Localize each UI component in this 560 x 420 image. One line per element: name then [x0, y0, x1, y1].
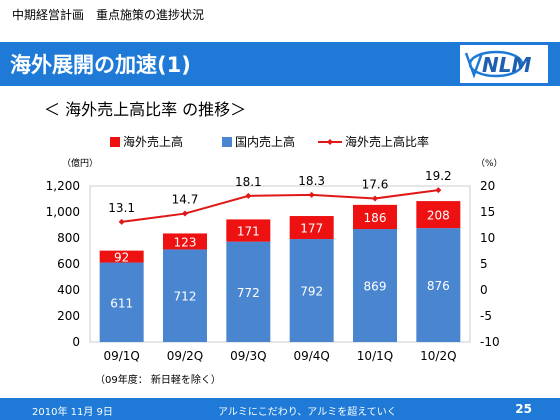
bar-overseas-value: 177 — [300, 222, 323, 236]
ratio-value-label: 18.3 — [298, 174, 325, 188]
bar-overseas — [226, 219, 271, 242]
y-left-tick-label: 0 — [72, 335, 80, 349]
ratio-value-label: 18.1 — [235, 175, 262, 189]
x-tick-label: 09/4Q — [293, 349, 329, 363]
legend-swatch — [110, 137, 120, 147]
y-left-unit: （億円） — [62, 157, 98, 169]
footer-date: 2010年 11月 9日 — [32, 407, 113, 418]
bar-domestic — [226, 241, 271, 342]
y-left-tick-label: 1,200 — [46, 179, 80, 193]
ratio-marker — [372, 195, 378, 202]
bar-domestic-value: 876 — [427, 279, 450, 293]
legend-swatch — [222, 137, 232, 147]
y-right-tick-label: 0 — [480, 283, 488, 297]
sales-chart: 海外売上高 国内売上高 海外売上高比率（億円） （%）02004006008001,0… — [46, 134, 503, 386]
footer: 2010年 11月 9日 アルミにこだわり、アルミを超えていく 25 — [0, 398, 560, 420]
section-title: ＜ 海外売上高比率 の推移＞ — [44, 100, 247, 119]
legend-label: 国内売上高 — [235, 134, 295, 149]
legend-marker-swatch — [327, 139, 333, 145]
y-right-tick-label: -5 — [480, 309, 492, 323]
bar-overseas — [163, 233, 207, 250]
bar-overseas — [99, 250, 144, 263]
logo-text: NLM — [482, 53, 531, 77]
bar-overseas — [289, 216, 334, 240]
ratio-marker — [182, 210, 188, 217]
ratio-value-label: 13.1 — [108, 201, 135, 215]
x-tick-label: 09/1Q — [103, 349, 139, 363]
bar-domestic-value: 772 — [237, 286, 260, 300]
x-tick-label: 09/3Q — [230, 349, 266, 363]
legend-label: 海外売上高 — [123, 134, 183, 149]
bar-overseas-value: 186 — [364, 211, 387, 225]
bar-overseas — [353, 204, 397, 230]
y-right-tick-label: -10 — [480, 335, 500, 349]
y-left-tick-label: 200 — [57, 309, 80, 323]
y-right-tick-label: 15 — [480, 205, 495, 219]
y-right-tick-label: 10 — [480, 231, 495, 245]
bar-domestic-value: 869 — [364, 280, 387, 294]
bar-domestic-value: 712 — [174, 290, 197, 304]
y-right-tick-label: 20 — [480, 179, 495, 193]
ratio-value-label: 17.6 — [362, 177, 389, 191]
title-banner: 海外展開の加速(1) NLM — [0, 42, 560, 86]
bar-overseas — [416, 201, 461, 229]
bar-overseas-value: 123 — [174, 235, 197, 249]
bar-domestic — [163, 249, 207, 342]
bar-overseas-value: 171 — [237, 225, 260, 239]
plot-frame — [89, 185, 471, 343]
bar-domestic-value: 611 — [110, 296, 133, 310]
bar-domestic — [353, 229, 397, 342]
x-tick-label: 09/2Q — [167, 349, 203, 363]
y-right-tick-label: 5 — [480, 257, 488, 271]
bar-domestic — [289, 239, 334, 342]
page-number: 25 — [515, 402, 532, 416]
ratio-marker — [308, 191, 315, 198]
chart-note: （09年度： 新日軽を除く） — [95, 373, 221, 386]
y-left-tick-label: 600 — [57, 257, 80, 271]
bar-overseas-value: 208 — [427, 209, 450, 223]
page-title: 海外展開の加速(1) — [10, 53, 191, 77]
ratio-line — [121, 189, 439, 223]
bar-domestic-value: 792 — [300, 285, 323, 299]
legend-label: 海外売上高比率 — [345, 134, 429, 149]
bar-overseas-value: 92 — [114, 251, 129, 265]
y-left-tick-label: 800 — [57, 231, 80, 245]
ratio-value-label: 14.7 — [172, 193, 199, 207]
footer-slogan: アルミにこだわり、アルミを超えていく — [218, 407, 397, 418]
ratio-marker — [435, 187, 442, 194]
y-left-tick-label: 400 — [57, 283, 80, 297]
bar-domestic — [99, 262, 144, 342]
logo-icon: NLM — [464, 50, 531, 79]
x-tick-label: 10/1Q — [357, 349, 393, 363]
company-logo: NLM — [460, 45, 548, 83]
y-right-unit: （%） — [476, 158, 503, 169]
ratio-value-label: 19.2 — [425, 169, 452, 183]
ratio-marker — [118, 218, 125, 225]
breadcrumb: 中期経営計画 重点施策の進捗状況 — [12, 8, 205, 22]
bar-domestic — [416, 228, 461, 342]
y-left-tick-label: 1,000 — [46, 205, 80, 219]
x-tick-label: 10/2Q — [420, 349, 456, 363]
ratio-marker — [245, 192, 252, 199]
